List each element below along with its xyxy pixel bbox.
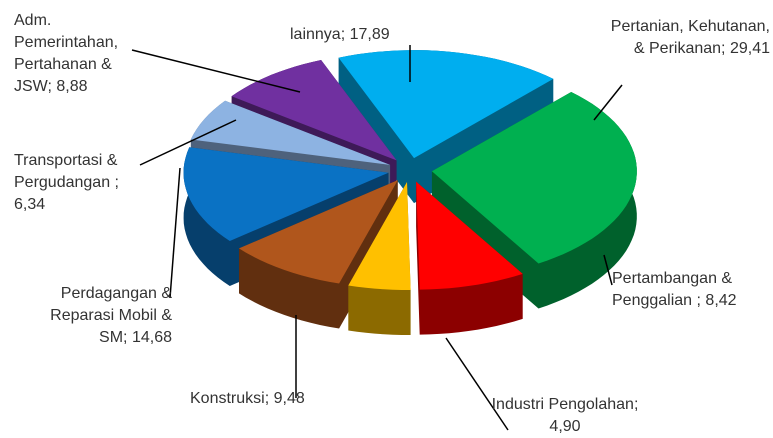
slice-label: Pertambangan & Penggalian ; 8,42	[612, 268, 772, 312]
leader-line	[593, 84, 623, 121]
leader-line	[139, 119, 237, 166]
slice-label: lainnya; 17,89	[290, 24, 430, 46]
category-label: Transportasi & Pergudangan ;	[14, 152, 119, 191]
slice	[239, 180, 398, 284]
category-label: Industri Pengolahan;	[491, 396, 639, 413]
category-label: Pertanian, Kehutanan, & Perikanan;	[610, 18, 770, 57]
category-label: lainnya;	[290, 26, 346, 43]
slice-label: Konstruksi; 9,48	[190, 388, 340, 410]
value-label: 8,88	[56, 78, 88, 95]
slice-label: Pertanian, Kehutanan, & Perikanan; 29,41	[600, 16, 770, 60]
slice	[431, 92, 637, 264]
slice	[183, 147, 389, 241]
leader-line	[603, 254, 613, 286]
slice	[338, 50, 554, 159]
value-label: 8,42	[705, 292, 737, 309]
category-label: Pertambangan & Penggalian ;	[612, 270, 733, 309]
category-label: Konstruksi;	[190, 390, 270, 407]
category-label: Adm. Pemerintahan, Pertahanan & JSW;	[14, 12, 119, 95]
value-label: 14,68	[131, 329, 172, 346]
slice-label: Industri Pengolahan; 4,90	[490, 394, 640, 438]
slice-label: Adm. Pemerintahan, Pertahanan & JSW; 8,8…	[14, 10, 144, 98]
slice-label: Perdagangan & Reparasi Mobil & SM; 14,68	[20, 283, 172, 349]
value-label: 29,41	[729, 40, 770, 57]
category-label: Perdagangan & Reparasi Mobil & SM;	[50, 285, 172, 346]
slice	[416, 181, 523, 290]
slice	[190, 100, 391, 165]
value-label: 9,48	[273, 390, 305, 407]
leader-line	[169, 167, 181, 299]
leader-line	[131, 49, 301, 93]
value-label: 4,90	[549, 418, 581, 435]
slice	[348, 182, 411, 290]
value-label: 17,89	[349, 26, 390, 43]
slice-label: Transportasi & Pergudangan ; 6,34	[14, 150, 149, 216]
value-label: 6,34	[14, 196, 46, 213]
leader-line	[445, 337, 509, 431]
